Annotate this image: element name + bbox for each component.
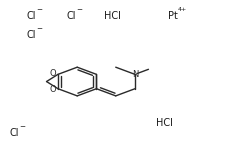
Text: O: O	[49, 85, 56, 94]
Text: HCl: HCl	[156, 118, 172, 128]
Text: Cl: Cl	[27, 11, 37, 21]
Text: 4+: 4+	[177, 7, 187, 12]
Text: HCl: HCl	[104, 11, 121, 21]
Text: −: −	[37, 26, 43, 32]
Text: −: −	[77, 7, 83, 13]
Text: −: −	[19, 124, 25, 130]
Text: Pt: Pt	[168, 11, 178, 21]
Text: Cl: Cl	[9, 128, 19, 138]
Text: −: −	[37, 7, 43, 13]
Text: O: O	[49, 69, 56, 78]
Text: Cl: Cl	[67, 11, 76, 21]
Text: Cl: Cl	[27, 30, 37, 40]
Text: N: N	[132, 70, 139, 79]
